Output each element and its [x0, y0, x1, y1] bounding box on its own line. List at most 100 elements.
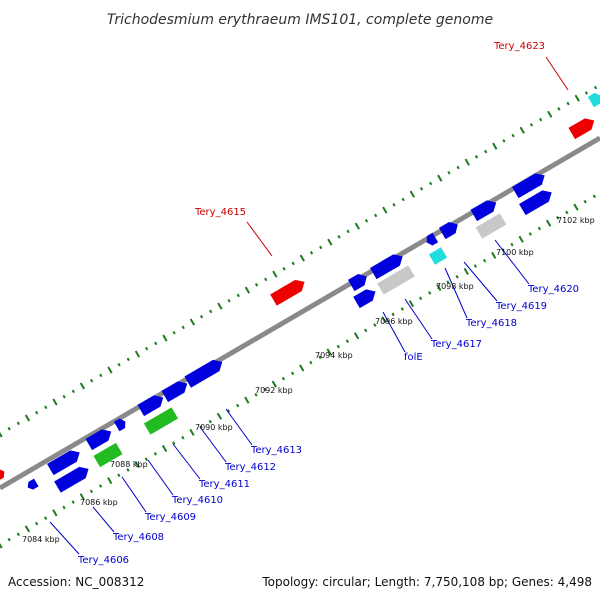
major-tick: [244, 286, 251, 294]
major-tick: [492, 142, 498, 150]
minor-tick: [510, 242, 514, 247]
gene-arrow[interactable]: [270, 276, 308, 306]
gene-label[interactable]: Tery_4606: [77, 555, 129, 566]
major-tick: [52, 398, 58, 406]
major-tick: [436, 284, 442, 292]
kbp-label: 7092 kbp: [255, 386, 293, 395]
map-title: Trichodesmium erythraeum IMS101, complet…: [107, 12, 493, 28]
minor-tick: [126, 357, 130, 362]
major-tick: [327, 238, 333, 246]
gene-label[interactable]: Tery_4610: [171, 495, 223, 506]
gene-arrow[interactable]: [353, 286, 379, 309]
minor-tick: [337, 235, 341, 239]
minor-tick: [556, 216, 560, 220]
minor-tick: [502, 139, 506, 143]
minor-tick: [71, 500, 75, 504]
minor-tick: [35, 410, 39, 415]
callout-line: [172, 443, 201, 480]
gene-arrow[interactable]: [377, 265, 415, 295]
minor-tick: [254, 393, 258, 397]
minor-tick: [392, 203, 396, 207]
gene-arrow[interactable]: [438, 219, 461, 240]
gene-label[interactable]: folE: [404, 352, 423, 363]
minor-tick: [566, 101, 570, 106]
gene-arrow[interactable]: [587, 91, 600, 108]
gene-arrow[interactable]: [93, 442, 123, 468]
major-tick: [217, 302, 223, 310]
minor-tick: [374, 213, 378, 218]
minor-tick: [565, 210, 569, 215]
gene-arrow[interactable]: [519, 187, 555, 216]
gene-arrow[interactable]: [85, 426, 114, 451]
gene-arrow[interactable]: [113, 417, 128, 432]
gene-arrow[interactable]: [0, 467, 7, 481]
minor-tick: [144, 346, 149, 351]
major-tick: [189, 428, 195, 436]
major-tick: [189, 318, 196, 326]
major-tick: [24, 525, 31, 533]
gene-arrow[interactable]: [512, 170, 548, 199]
gene-arrow[interactable]: [424, 232, 439, 248]
minor-tick: [583, 199, 587, 204]
minor-tick: [419, 187, 424, 191]
gene-arrow[interactable]: [184, 356, 225, 388]
genome-backbone: [0, 135, 600, 491]
callout-line: [121, 476, 147, 513]
major-tick: [134, 461, 140, 469]
minor-tick: [593, 85, 598, 90]
minor-tick: [428, 291, 432, 295]
callout-line: [463, 261, 498, 302]
major-tick: [519, 126, 525, 134]
minor-tick: [209, 309, 213, 314]
gene-label[interactable]: Tery_4611: [198, 479, 250, 490]
major-tick: [326, 348, 332, 356]
gene-arrow[interactable]: [475, 213, 507, 239]
major-tick: [491, 251, 497, 259]
minor-tick: [7, 537, 11, 542]
minor-tick: [199, 425, 203, 429]
gene-arrow[interactable]: [568, 115, 597, 140]
minor-tick: [236, 293, 240, 298]
callout-line: [404, 298, 433, 340]
minor-tick: [117, 473, 121, 478]
minor-tick: [144, 457, 148, 461]
minor-tick: [263, 387, 267, 392]
minor-tick: [319, 245, 323, 250]
gene-label[interactable]: Tery_4615: [194, 207, 246, 218]
callout-line: [225, 408, 253, 446]
gene-label[interactable]: Tery_4618: [465, 318, 517, 329]
gene-label[interactable]: Tery_4613: [250, 445, 302, 456]
gene-arrow[interactable]: [347, 271, 370, 292]
minor-tick: [474, 155, 479, 159]
gene-label[interactable]: Tery_4609: [144, 512, 196, 523]
gene-arrow[interactable]: [54, 463, 92, 493]
kbp-label: 7088 kbp: [110, 460, 148, 469]
minor-tick: [172, 330, 176, 335]
gene-arrow[interactable]: [428, 247, 448, 265]
minor-tick: [117, 362, 121, 367]
minor-tick: [364, 219, 369, 223]
gene-label[interactable]: Tery_4619: [495, 301, 547, 312]
major-tick: [299, 364, 305, 372]
gene-label[interactable]: Tery_4620: [527, 284, 579, 295]
gene-arrow[interactable]: [161, 378, 190, 403]
gene-arrow[interactable]: [470, 197, 499, 222]
gene-arrow[interactable]: [25, 478, 39, 492]
gene-arrow[interactable]: [47, 447, 83, 476]
minor-tick: [309, 250, 314, 255]
gene-arrow[interactable]: [143, 407, 179, 435]
minor-tick: [126, 468, 130, 472]
gene-label[interactable]: Tery_4612: [224, 462, 276, 473]
major-tick: [272, 270, 278, 278]
gene-label[interactable]: Tery_4623: [493, 41, 545, 52]
gene-arrow[interactable]: [370, 251, 406, 280]
gene-label[interactable]: Tery_4608: [112, 532, 164, 543]
gene-arrow[interactable]: [137, 392, 166, 417]
kbp-label: 7100 kbp: [496, 248, 534, 257]
minor-tick: [172, 441, 176, 445]
minor-tick: [44, 405, 48, 410]
gene-label[interactable]: Tery_4617: [430, 339, 482, 350]
major-tick: [162, 334, 168, 342]
callout-line: [545, 56, 569, 91]
callout-line: [199, 426, 227, 463]
